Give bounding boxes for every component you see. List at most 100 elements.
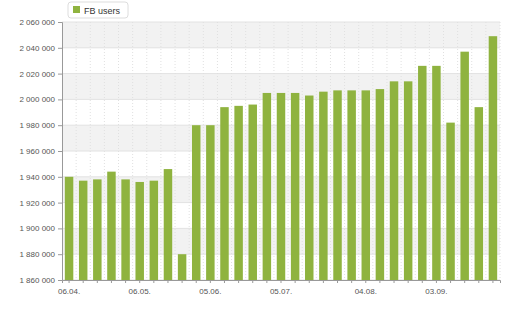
x-tick-mark: [238, 280, 239, 283]
x-tick: [394, 280, 395, 283]
bar: [404, 81, 412, 280]
vertical-grid-line: [118, 22, 119, 280]
x-tick: [224, 280, 225, 283]
x-tick-mark: [351, 280, 352, 283]
x-tick: [323, 280, 324, 283]
bar: [475, 107, 483, 280]
bar: [150, 181, 158, 280]
chart: 1 860 000 1 880 000 1 900 000 1 920 000 1 94…: [0, 0, 520, 320]
y-tick: 1 920 000: [19, 199, 62, 208]
x-tick: [111, 280, 112, 283]
x-tick: [238, 280, 239, 283]
y-tick-label: 1 980 000: [19, 121, 55, 130]
y-tick-mark: [58, 74, 62, 75]
bars: [65, 36, 497, 280]
bar: [164, 169, 172, 280]
y-tick-mark: [58, 228, 62, 229]
vertical-grid-line: [259, 22, 260, 280]
y-tick-label: 1 900 000: [19, 224, 55, 233]
vertical-grid-line: [104, 22, 105, 280]
y-tick-label: 1 960 000: [19, 147, 55, 156]
x-tick-label: 03.09.: [425, 287, 447, 296]
x-tick-mark: [281, 280, 282, 283]
x-axis: 06.04.06.05.05.06.05.07.04.08.03.09.: [58, 280, 501, 296]
x-tick-mark: [182, 280, 183, 283]
x-tick-label: 05.07.: [270, 287, 292, 296]
x-tick-mark: [266, 280, 267, 283]
x-tick-mark: [153, 280, 154, 283]
legend-box: [68, 2, 128, 18]
x-tick-mark: [295, 280, 296, 283]
vertical-grid-line: [90, 22, 91, 280]
vertical-grid-line: [231, 22, 232, 280]
vertical-grid-line: [485, 22, 486, 280]
x-tick-mark: [83, 280, 84, 283]
x-tick: [337, 280, 338, 283]
y-tick: 2 020 000: [19, 70, 62, 79]
bar: [376, 89, 384, 280]
vertical-grid-line: [175, 22, 176, 280]
bar: [135, 182, 143, 280]
y-tick-mark: [58, 125, 62, 126]
vertical-grid-line: [132, 22, 133, 280]
bar: [460, 52, 468, 280]
bar: [347, 90, 355, 280]
y-tick-label: 2 040 000: [19, 44, 55, 53]
x-tick-label: 06.04.: [58, 287, 80, 296]
bar: [121, 179, 129, 280]
x-tick-mark: [196, 280, 197, 283]
x-tick: [295, 280, 296, 283]
x-tick-mark: [139, 280, 140, 283]
grid: [62, 22, 500, 280]
x-tick: 06.05.: [129, 280, 151, 296]
y-axis: 1 860 000 1 880 000 1 900 000 1 920 000 1 94…: [19, 18, 62, 285]
x-tick-mark: [422, 280, 423, 283]
vertical-grid-line: [344, 22, 345, 280]
bar: [291, 93, 299, 280]
vertical-grid-line: [288, 22, 289, 280]
x-tick-mark: [111, 280, 112, 283]
legend-item: FB users: [68, 2, 128, 18]
grid-line: [62, 22, 500, 23]
bar: [93, 179, 101, 280]
bar: [263, 93, 271, 280]
y-tick: 2 060 000: [19, 18, 62, 27]
x-tick-mark: [436, 280, 437, 283]
vertical-grid-line: [358, 22, 359, 280]
vertical-grid-line: [443, 22, 444, 280]
bar: [79, 181, 87, 280]
bar: [446, 123, 454, 280]
vertical-grid-line: [245, 22, 246, 280]
bar: [192, 125, 200, 280]
vertical-grid-line: [471, 22, 472, 280]
bar: [234, 106, 242, 280]
y-tick-label: 1 860 000: [19, 276, 55, 285]
bar: [418, 66, 426, 280]
vertical-grid-line: [372, 22, 373, 280]
vertical-grid-line: [189, 22, 190, 280]
x-tick: [97, 280, 98, 283]
x-tick-mark: [167, 280, 168, 283]
vertical-grid-line: [203, 22, 204, 280]
bar: [220, 107, 228, 280]
bar: [390, 81, 398, 280]
x-tick-mark: [394, 280, 395, 283]
bar: [107, 172, 115, 280]
y-tick-label: 2 020 000: [19, 70, 55, 79]
y-axis-line: [58, 23, 63, 281]
bar: [65, 177, 73, 280]
vertical-grid-line: [401, 22, 402, 280]
y-tick-label: 1 940 000: [19, 173, 55, 182]
y-tick-mark: [58, 151, 62, 152]
y-tick: 2 000 000: [19, 95, 62, 104]
y-tick-mark: [58, 22, 62, 23]
y-tick-label: 2 000 000: [19, 95, 55, 104]
bar: [489, 36, 497, 280]
y-tick-label: 1 880 000: [19, 250, 55, 259]
x-tick: 06.04.: [58, 280, 80, 296]
x-tick-mark: [210, 280, 211, 283]
x-tick: [153, 280, 154, 283]
x-tick: [464, 280, 465, 283]
vertical-grid-line: [217, 22, 218, 280]
x-tick: [196, 280, 197, 283]
